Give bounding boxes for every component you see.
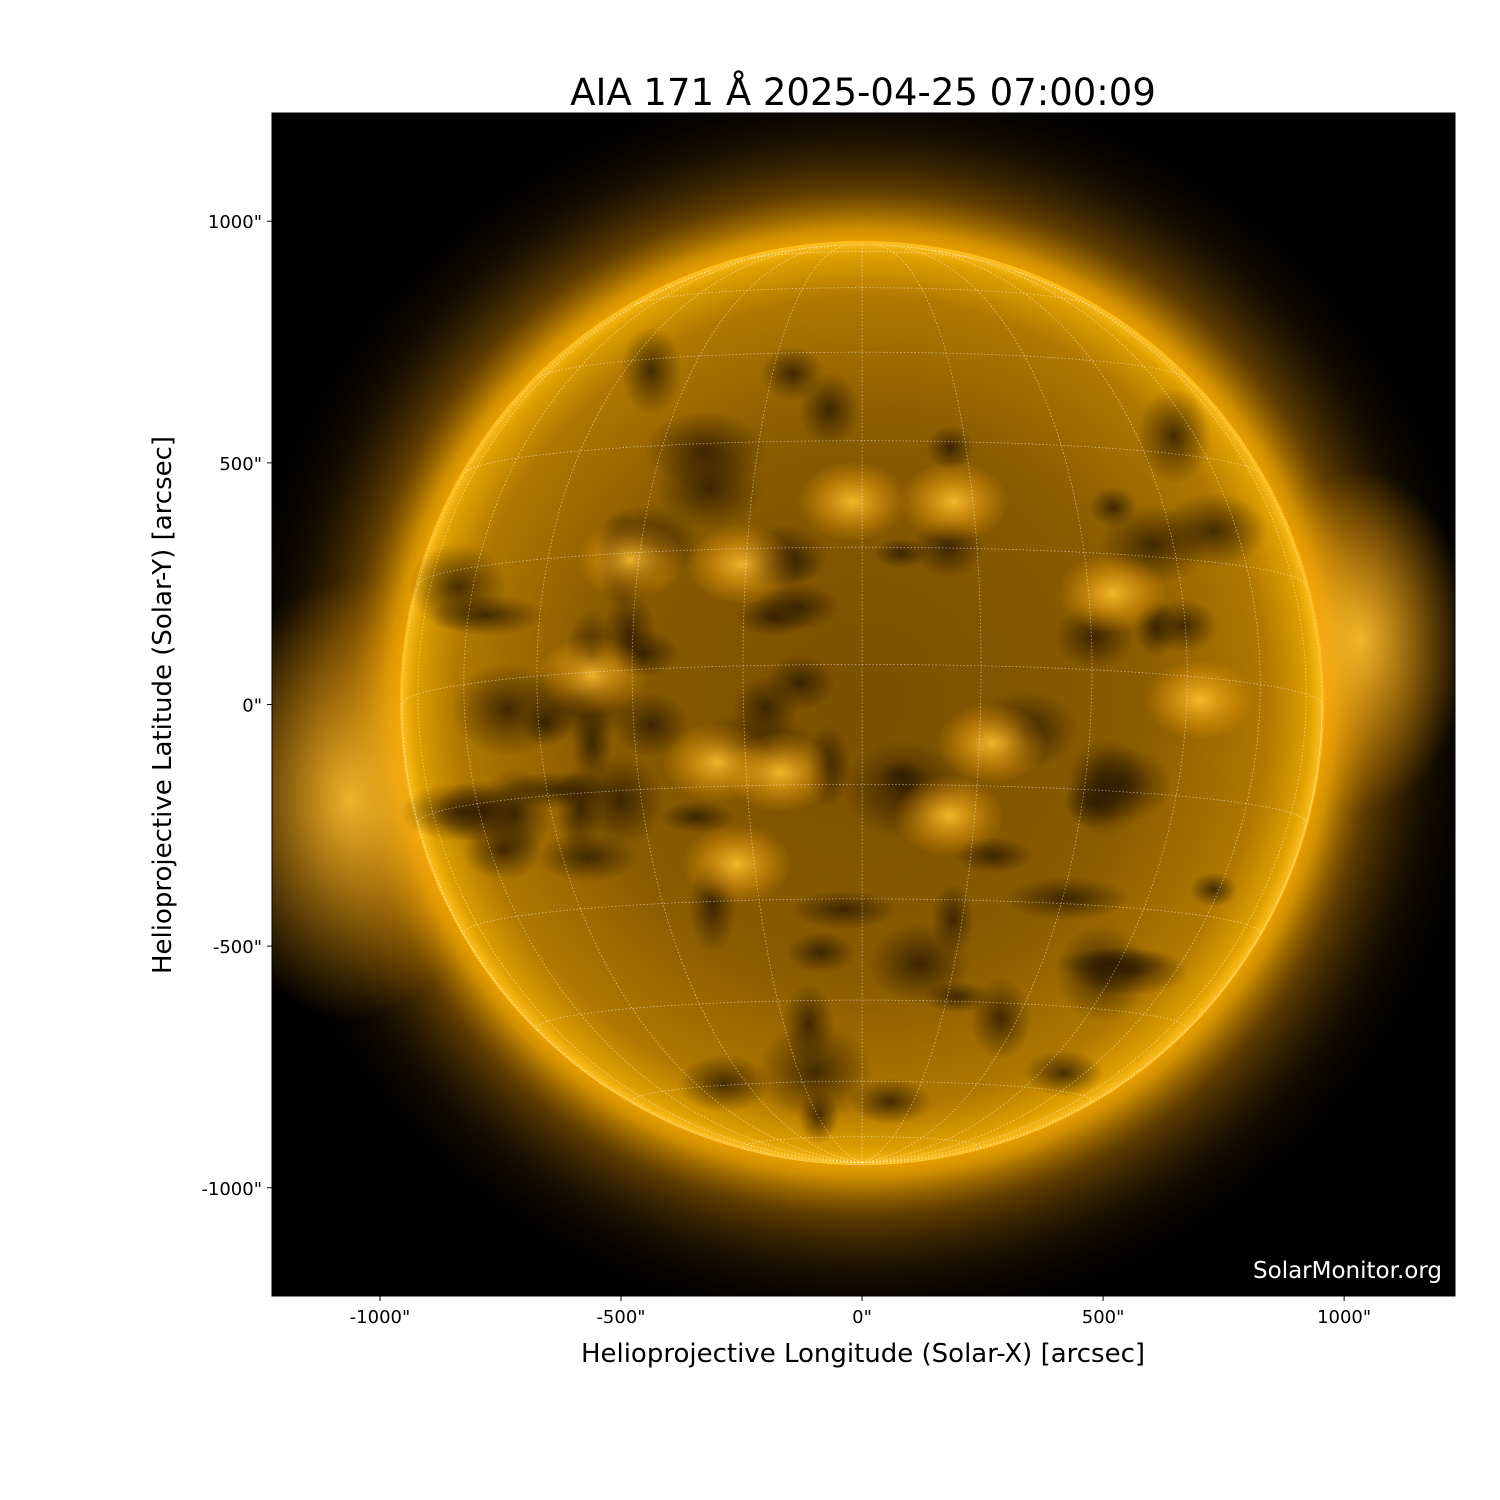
grid-line — [750, 251, 974, 259]
disk-features — [400, 326, 1268, 1144]
x-tick-label: 0" — [852, 1307, 872, 1328]
dark-region — [1189, 872, 1238, 907]
grid-line — [862, 244, 1093, 1163]
active-region — [898, 461, 1009, 542]
grid-line — [463, 249, 863, 1163]
x-axis: -1000" -500" 0" 500" 1000" — [350, 1296, 1371, 1328]
dark-region — [1064, 736, 1147, 837]
plot-area: SolarMonitor.org — [272, 113, 1455, 1296]
grid-line — [862, 704, 1323, 1163]
x-tick-label: 1000" — [1317, 1307, 1371, 1328]
grid-line — [464, 440, 1260, 474]
active-region — [937, 703, 1048, 784]
active-region — [686, 524, 797, 605]
y-tick-label: 500" — [219, 454, 262, 475]
dark-region — [613, 691, 690, 758]
grid-line — [417, 784, 1307, 824]
dark-region — [677, 1054, 772, 1113]
dark-region — [798, 372, 860, 447]
y-axis: 1000" 500" 0" -500" -1000" — [201, 212, 272, 1200]
grid-line — [536, 246, 863, 1163]
chart-title: AIA 171 Å 2025-04-25 07:00:09 — [570, 70, 1156, 114]
dark-region — [735, 598, 812, 636]
x-tick-label: 500" — [1082, 1307, 1125, 1328]
active-region — [725, 732, 836, 813]
dark-region — [878, 760, 926, 792]
grid-line — [536, 999, 1188, 1031]
grid-line — [417, 546, 1307, 585]
x-axis-label: Helioprojective Longitude (Solar-X) [arc… — [581, 1339, 1145, 1369]
dark-region — [655, 445, 764, 531]
dark-region — [756, 1023, 874, 1121]
dark-region — [409, 542, 507, 631]
dark-region — [926, 425, 975, 470]
x-tick-label: -1000" — [350, 1307, 411, 1328]
y-tick-label: -500" — [213, 937, 262, 958]
y-tick-label: 1000" — [208, 212, 262, 233]
active-region — [893, 775, 1004, 856]
heliographic-grid — [401, 244, 1323, 1165]
dark-region — [1137, 387, 1212, 484]
dark-region — [1003, 876, 1130, 921]
dark-region — [1147, 598, 1218, 653]
dark-region — [400, 782, 520, 842]
watermark: SolarMonitor.org — [1253, 1258, 1442, 1284]
dark-region — [1023, 1049, 1104, 1097]
dark-region — [659, 800, 735, 834]
active-region — [681, 823, 792, 904]
active-region — [1057, 553, 1168, 634]
grid-line — [742, 244, 863, 1163]
active-region — [575, 519, 686, 600]
active-region — [1144, 659, 1255, 740]
y-tick-label: 0" — [242, 696, 262, 717]
grid-line — [635, 287, 1089, 305]
dark-region — [798, 1088, 839, 1144]
y-axis-label: Helioprojective Latitude (Solar-Y) [arcs… — [148, 436, 178, 974]
limb-line — [401, 244, 1323, 1165]
grid-line — [401, 664, 1323, 705]
grid-line — [862, 270, 1307, 1163]
grid-line — [861, 244, 982, 1163]
grid-line — [417, 270, 863, 1163]
dark-region — [931, 883, 975, 956]
dark-region — [790, 889, 898, 930]
dark-region — [1055, 924, 1149, 1022]
grid-line — [862, 249, 1261, 1163]
grid-line — [862, 246, 1188, 1163]
dark-region — [782, 983, 835, 1064]
active-region — [797, 461, 908, 542]
dark-region — [498, 771, 620, 809]
x-tick-label: -500" — [596, 1307, 645, 1328]
grid-line — [401, 704, 863, 1163]
y-tick-label: -1000" — [201, 1179, 262, 1200]
dark-region — [786, 931, 856, 973]
grid-line — [538, 351, 1186, 378]
dark-region — [849, 1078, 932, 1125]
active-region — [537, 635, 648, 716]
dark-region — [620, 326, 682, 416]
grid-line — [631, 244, 863, 1163]
dark-region — [970, 977, 1031, 1060]
